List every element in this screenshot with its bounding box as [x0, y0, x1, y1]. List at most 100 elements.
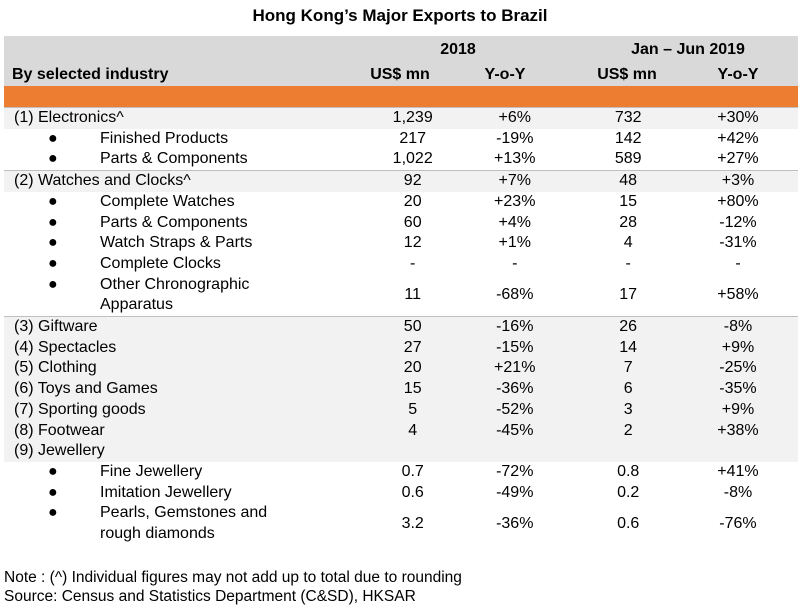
value-2018: 5 [374, 399, 452, 421]
table-row: ● Complete Watches 20 +23% 15 +80% [4, 192, 798, 213]
yoy-2019: -8% [723, 483, 753, 501]
table-row: ● Complete Clocks - - - - [4, 254, 798, 275]
yoy-2018: - [512, 254, 518, 272]
yoy-2019: +41% [717, 462, 759, 480]
yoy-2019: +9% [677, 337, 798, 359]
row-label: Watch Straps & Parts [100, 234, 253, 252]
row-label: (4) Spectacles [4, 337, 375, 359]
row-label: Parts & Components [100, 213, 248, 231]
table-row: (3) Giftware 50 -16% 26 -8% [4, 316, 798, 338]
row-label: Complete Clocks [100, 254, 221, 272]
value-2019: 142 [614, 129, 642, 147]
table-row: ● Fine Jewellery 0.7 -72% 0.8 +41% [4, 462, 798, 483]
value-2019: 4 [623, 234, 633, 252]
yoy-2018: -16% [451, 316, 579, 338]
table-row: ● Finished Products 217 -19% 142 +42% [4, 129, 798, 150]
table-row: ● Other Chronographic Apparatus 11 -68% 17… [4, 275, 798, 317]
yoy-2018: -68% [496, 285, 534, 303]
value-2019: 0.2 [617, 483, 640, 501]
table-row: ● Parts & Components 1,022 +13% 589 +27% [4, 149, 798, 170]
value-2019: 17 [619, 285, 638, 303]
value-2018: - [410, 254, 416, 272]
source-text: Source: Census and Statistics Department… [4, 588, 416, 605]
period-2018-header: 2018 [440, 41, 476, 58]
bullet-icon: ● [48, 254, 58, 272]
value-2018: 4 [374, 420, 452, 442]
row-label: (3) Giftware [4, 316, 375, 338]
col-yoy-2019-header: Y-o-Y [717, 66, 759, 83]
yoy-2018: -49% [496, 483, 534, 501]
yoy-2019: +30% [677, 106, 798, 129]
header-row-columns: By selected industry US$ mn Y-o-Y US$ mn… [4, 63, 798, 86]
yoy-2019: +58% [717, 285, 759, 303]
yoy-2018: +7% [451, 170, 579, 192]
value-2018: 50 [374, 316, 452, 338]
table-row: (6) Toys and Games 15 -36% 6 -35% [4, 379, 798, 400]
data-table: (1) Electronics^ 1,239 +6% 732 +30% ● Fin… [4, 106, 798, 545]
row-label-header: By selected industry [12, 66, 169, 83]
value-2018: 0.6 [401, 483, 424, 501]
row-label-line2: Apparatus [100, 296, 173, 314]
table-row: (8) Footwear 4 -45% 2 +38% [4, 420, 798, 442]
yoy-2019: -76% [719, 514, 757, 532]
row-label: (9) Jewellery [4, 441, 375, 462]
table-row: (5) Clothing 20 +21% 7 -25% [4, 358, 798, 380]
value-2018: 217 [399, 129, 427, 147]
table-title: Hong Kong’s Major Exports to Brazil [252, 6, 548, 25]
value-2018: 15 [374, 379, 452, 400]
bullet-icon: ● [48, 150, 58, 168]
row-label-line1: Other Chronographic [100, 275, 250, 293]
table-row: ● Pearls, Gemstones and rough diamonds 3.2… [4, 503, 798, 544]
bullet-icon: ● [48, 234, 58, 252]
bullet-icon: ● [48, 275, 58, 293]
row-label: (1) Electronics^ [4, 106, 375, 129]
yoy-2018: +6% [451, 106, 579, 129]
value-2018: 27 [374, 337, 452, 359]
bullet-icon: ● [48, 483, 58, 501]
yoy-2018: -36% [496, 514, 534, 532]
bullet-icon: ● [48, 192, 58, 210]
bullet-icon: ● [48, 504, 58, 522]
row-label: (6) Toys and Games [4, 379, 375, 400]
value-2018: 1,239 [374, 106, 452, 129]
table-row: (4) Spectacles 27 -15% 14 +9% [4, 337, 798, 359]
table-row: (1) Electronics^ 1,239 +6% 732 +30% [4, 106, 798, 129]
yoy-2019: - [735, 254, 741, 272]
value-2018: 1,022 [392, 150, 433, 168]
orange-divider [4, 86, 798, 107]
yoy-2019: -25% [677, 358, 798, 380]
value-2019: 0.8 [617, 462, 640, 480]
value-2018: 92 [374, 170, 452, 192]
footnotes: Note : (^) Individual figures may not ad… [4, 568, 462, 606]
value-2018: 0.7 [401, 462, 424, 480]
header-row-periods: 2018 Jan – Jun 2019 [4, 36, 798, 63]
yoy-2019: +3% [677, 170, 798, 192]
value-2019: 0.6 [617, 514, 640, 532]
yoy-2018: -52% [451, 399, 579, 421]
yoy-2018: +4% [498, 213, 531, 231]
value-2019: 6 [578, 379, 678, 400]
table-row: (9) Jewellery [4, 441, 798, 462]
yoy-2019: +80% [717, 192, 759, 210]
value-2019: 15 [619, 192, 638, 210]
value-2019: 732 [578, 106, 678, 129]
value-2018: 20 [374, 358, 452, 380]
row-label: Imitation Jewellery [100, 483, 232, 501]
col-value-2018-header: US$ mn [370, 66, 430, 83]
value-2018: 11 [404, 285, 421, 303]
value-2019: - [625, 254, 631, 272]
table-row: ● Watch Straps & Parts 12 +1% 4 -31% [4, 233, 798, 254]
yoy-2018: +23% [494, 192, 536, 210]
value-2018: 12 [403, 234, 422, 252]
yoy-2018: -72% [496, 462, 534, 480]
yoy-2018: -15% [451, 337, 579, 359]
row-label: (5) Clothing [4, 358, 375, 380]
yoy-2018: +21% [451, 358, 579, 380]
table-row: ● Parts & Components 60 +4% 28 -12% [4, 213, 798, 234]
value-2019: 28 [619, 213, 638, 231]
yoy-2018: -45% [451, 420, 579, 442]
period-2019-header: Jan – Jun 2019 [631, 41, 745, 58]
value-2018: 3.2 [401, 514, 424, 532]
row-label-line2: rough diamonds [100, 525, 215, 543]
